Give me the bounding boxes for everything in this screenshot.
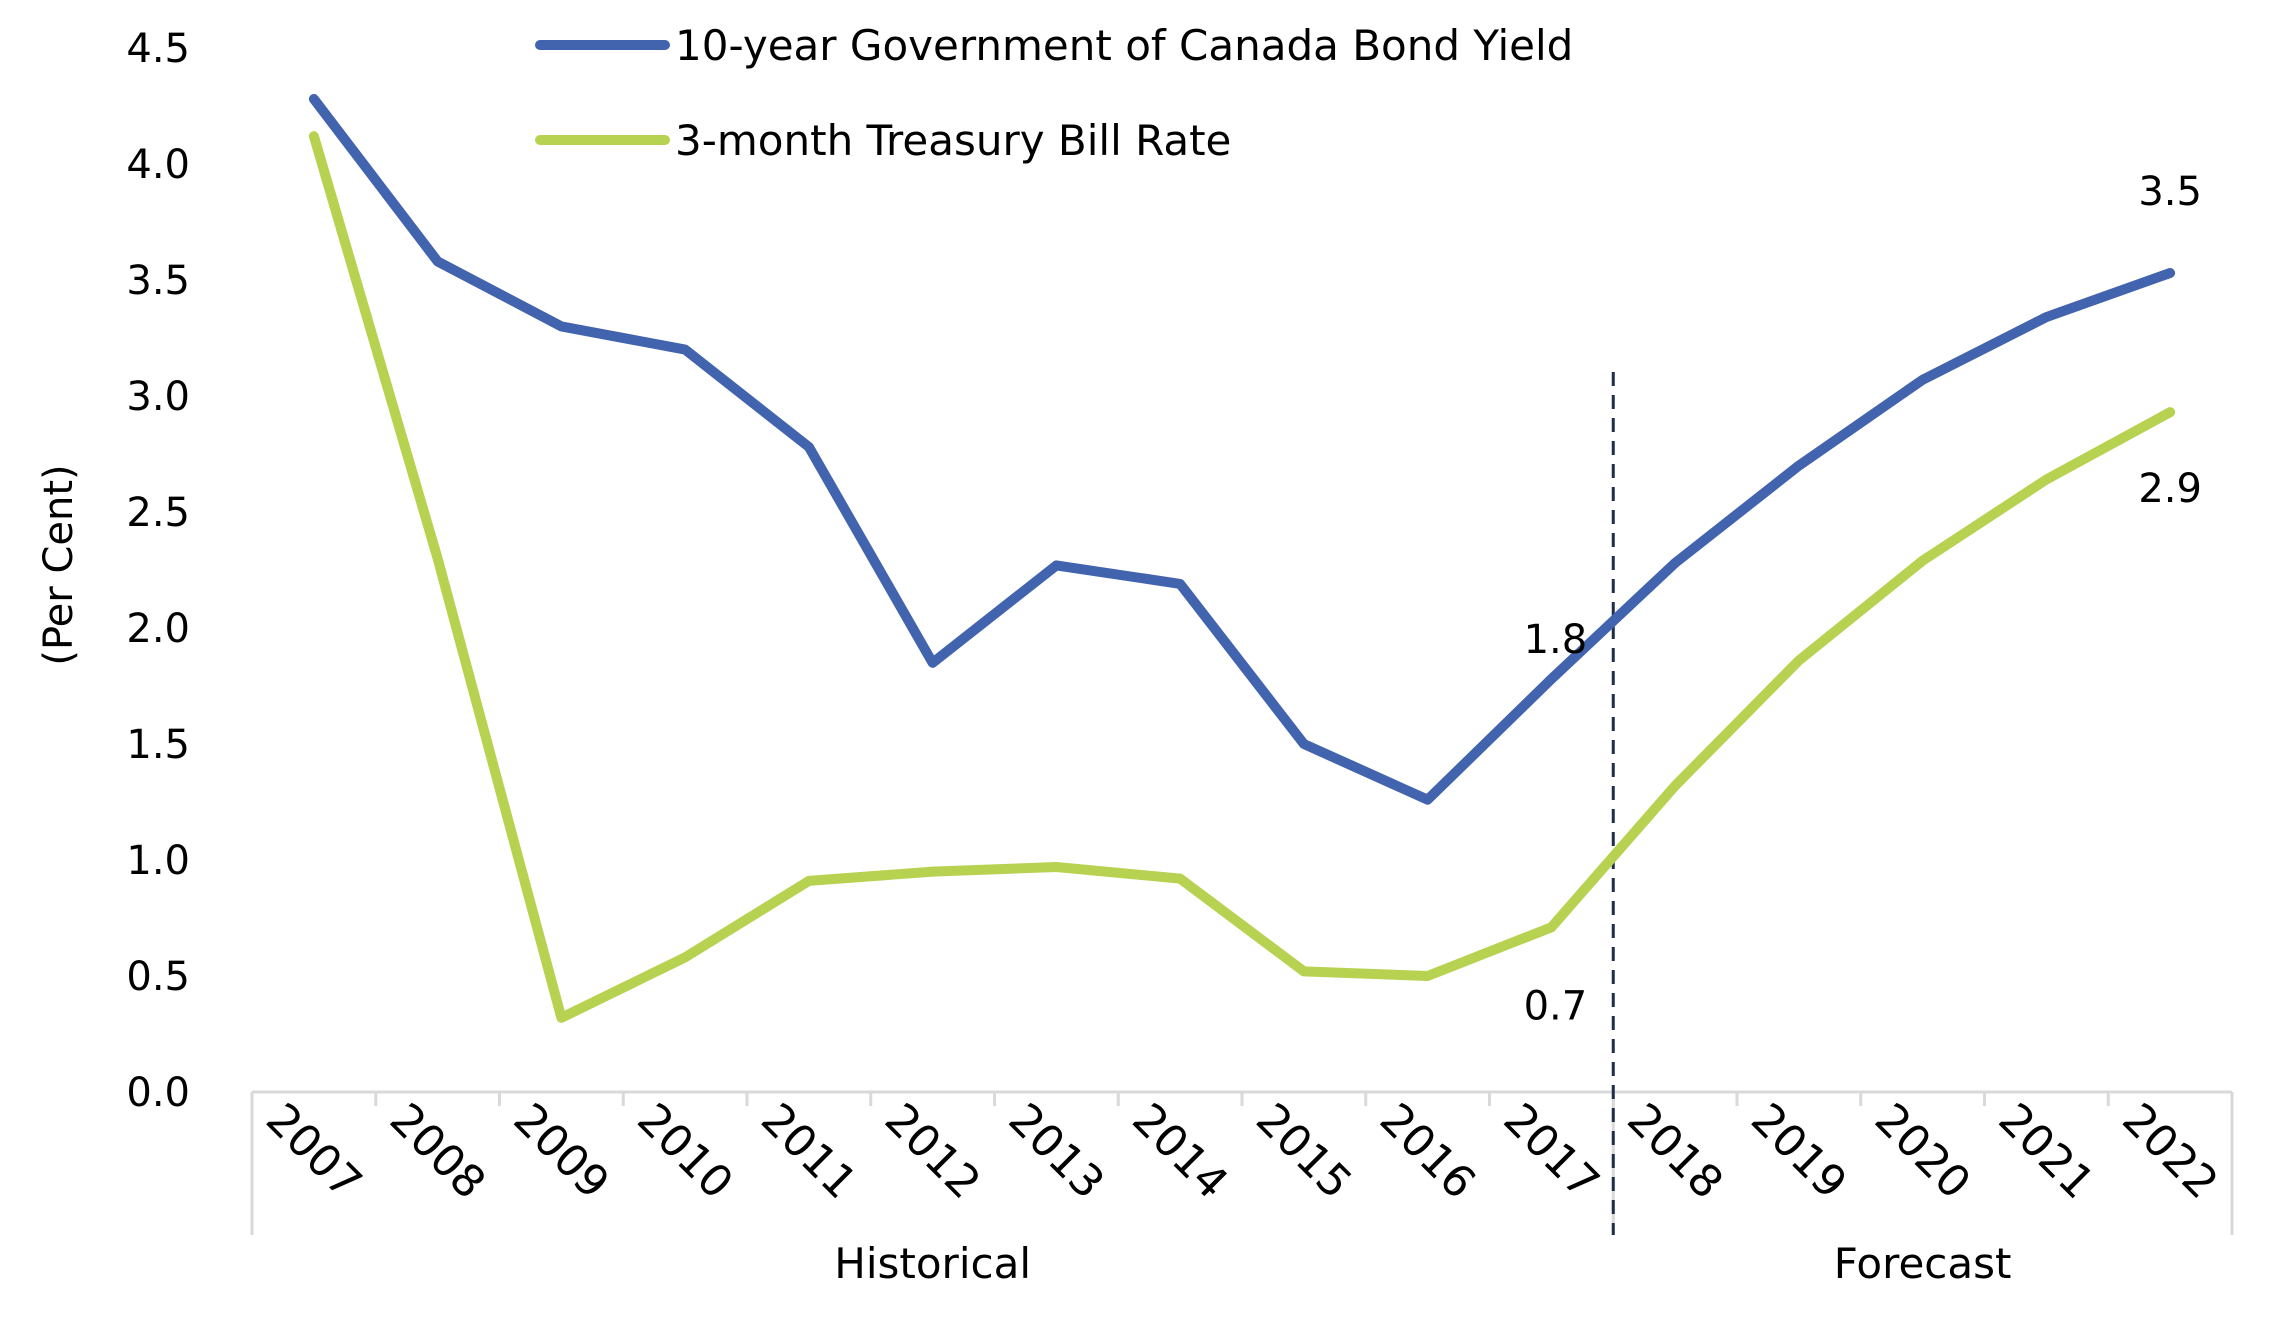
category-groups: Historical Forecast [250,1092,2234,1288]
group-label-historical: Historical [834,1239,1031,1288]
x-tick-label: 2016 [1370,1094,1485,1209]
y-tick-label: 4.0 [126,142,190,188]
series-lines [308,94,2176,1023]
y-tick-label: 4.5 [126,26,190,72]
legend-label-2: 3-month Treasury Bill Rate [675,116,1231,165]
y-tick-label: 3.5 [126,258,190,304]
x-tick-label: 2018 [1617,1094,1732,1209]
x-tick-label: 2010 [627,1094,742,1209]
x-tick-label: 2020 [1865,1094,1980,1209]
data-labels: 1.8 0.7 3.5 2.9 [1524,169,2202,1029]
legend-label-1: 10-year Government of Canada Bond Yield [675,21,1573,70]
y-tick-label: 2.0 [126,606,190,652]
x-tick-label: 2012 [875,1094,990,1209]
legend: 10-year Government of Canada Bond Yield 3… [535,21,1573,165]
x-tick-label: 2015 [1246,1094,1361,1209]
group-label-forecast: Forecast [1834,1239,2012,1288]
y-tick-label: 1.5 [126,722,190,768]
series-line-2 [308,131,2176,1023]
data-label: 0.7 [1524,983,1588,1029]
x-tick-label: 2008 [380,1094,495,1209]
x-axis: 2007 2008 2009 2010 2011 2012 2013 2014 2015 2016… [250,1090,2234,1209]
y-tick-label: 1.0 [126,838,190,884]
data-label: 2.9 [2138,466,2202,512]
series-line-1 [308,94,2176,805]
x-tick-label: 2017 [1494,1094,1609,1209]
y-tick-label: 2.5 [126,490,190,536]
x-tick-label: 2009 [504,1094,619,1209]
data-label: 3.5 [2138,169,2202,215]
y-tick-label: 0.5 [126,954,190,1000]
x-tick-label: 2011 [751,1094,866,1209]
x-tick-label: 2019 [1741,1094,1856,1209]
x-tick-label: 2014 [1122,1094,1237,1209]
y-axis-label: (Per Cent) [36,464,82,665]
x-tick-label: 2022 [2112,1094,2227,1209]
y-axis: 0.0 0.5 1.0 1.5 2.0 2.5 3.0 3.5 4.0 4.5 [126,26,190,1116]
data-label: 1.8 [1524,617,1588,663]
x-tick-label: 2021 [1989,1094,2104,1209]
y-tick-label: 0.0 [126,1070,190,1116]
x-tick-label: 2013 [999,1094,1114,1209]
y-tick-label: 3.0 [126,374,190,420]
x-tick-label: 2007 [256,1094,371,1209]
